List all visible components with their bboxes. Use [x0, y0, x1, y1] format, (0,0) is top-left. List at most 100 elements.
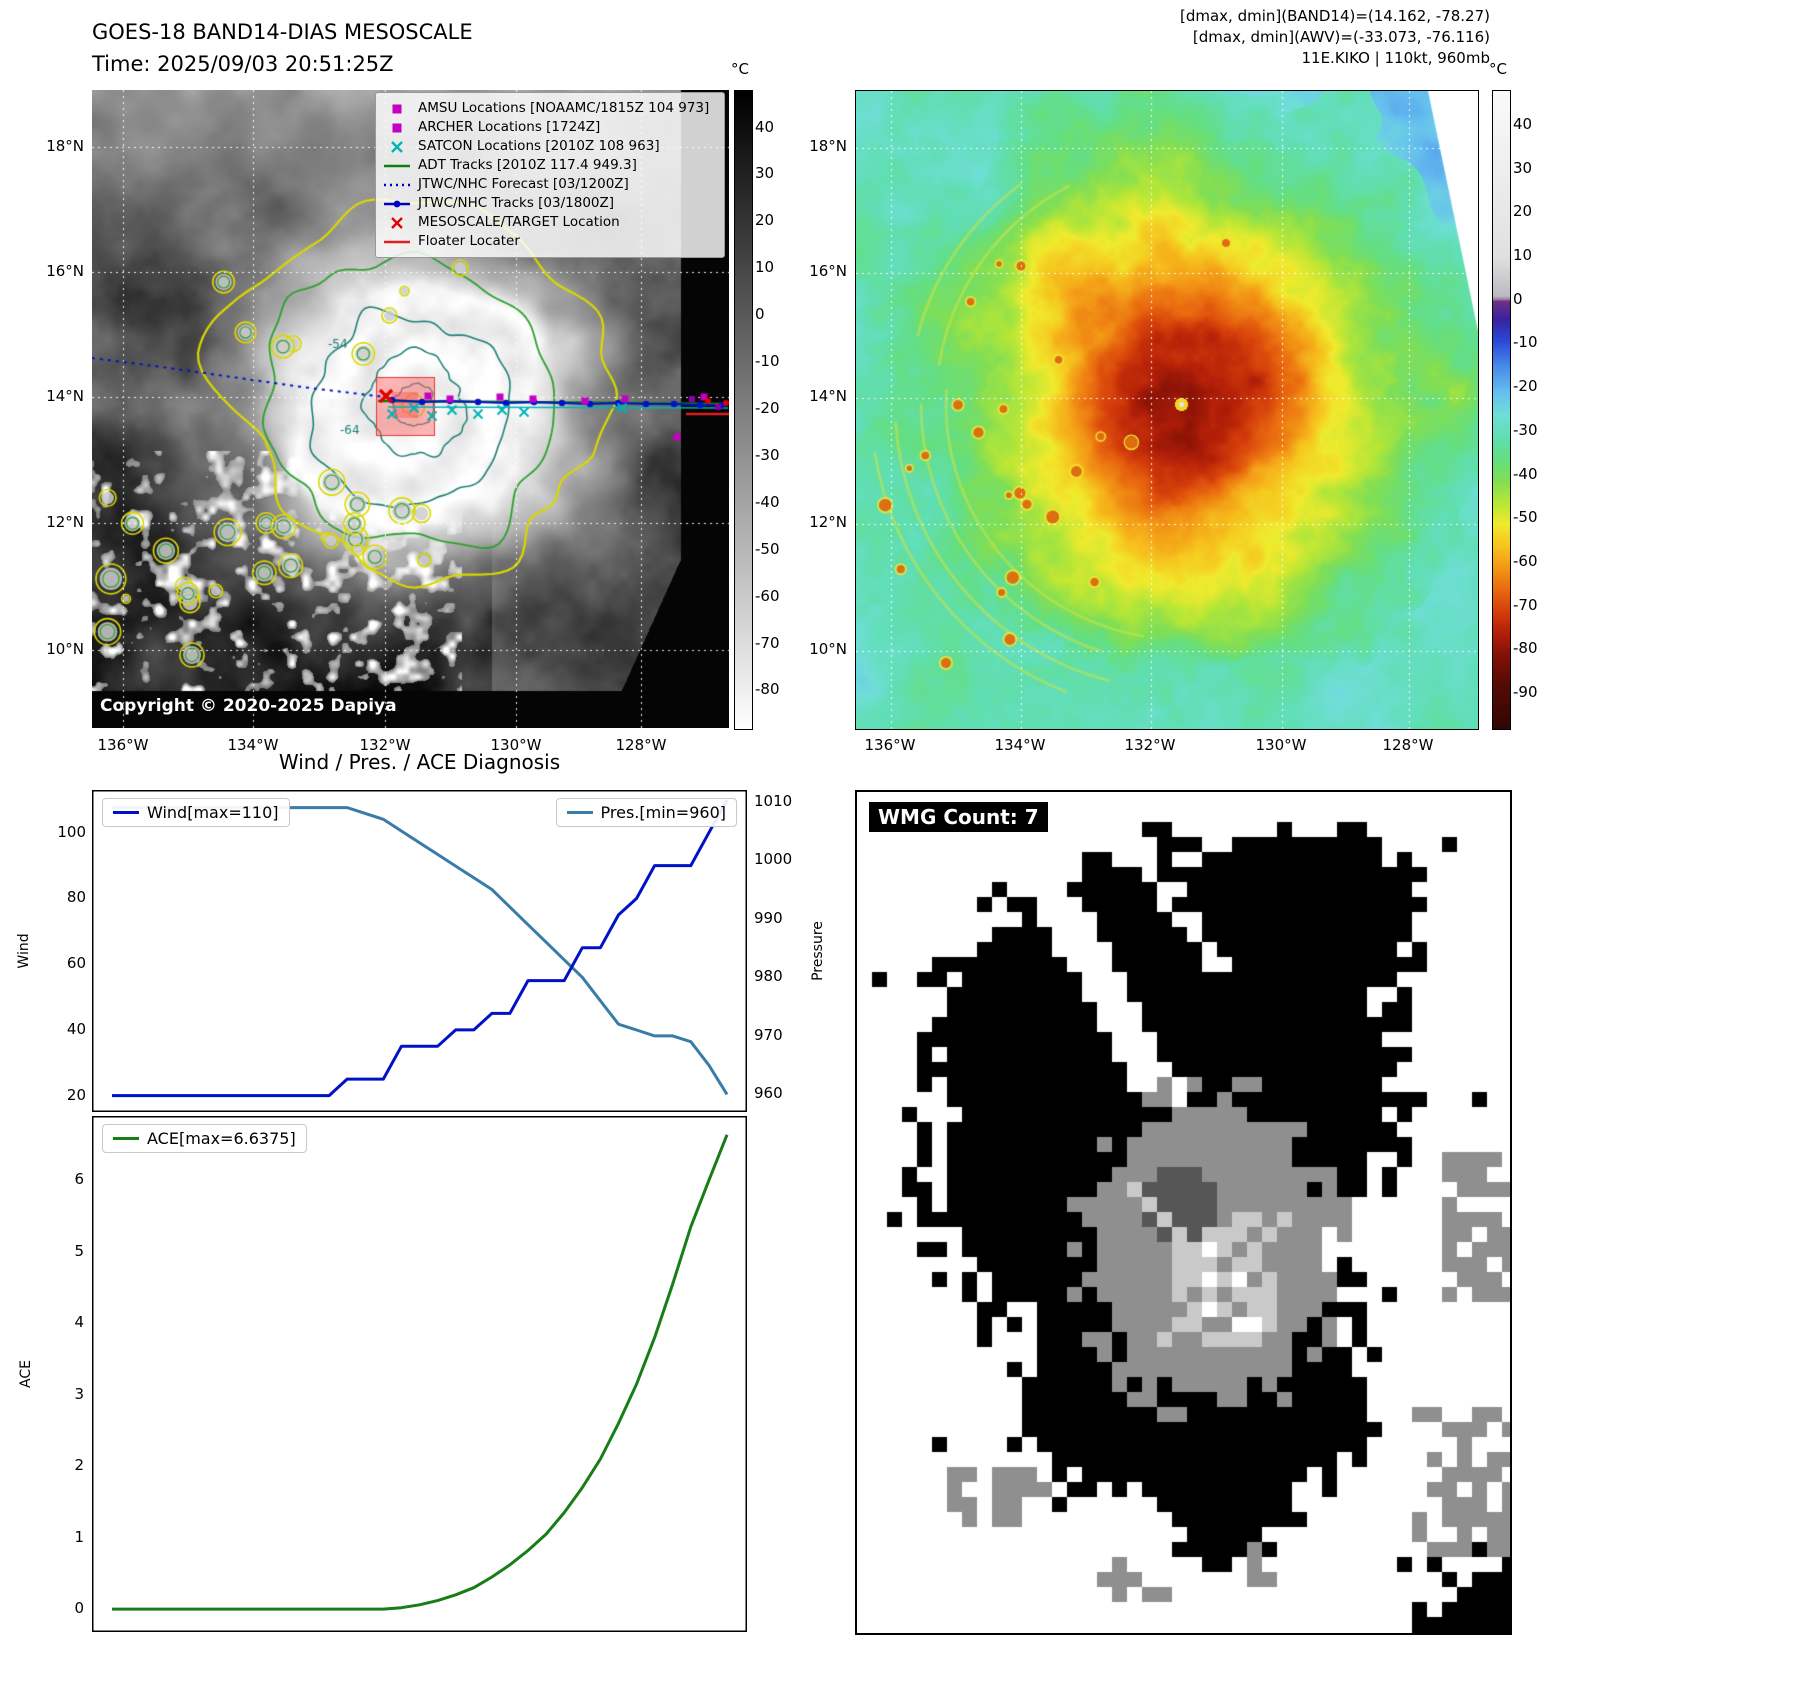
- legend-line-icon: [113, 1137, 139, 1140]
- legend-item-label: Floater Locater: [418, 233, 520, 249]
- wind-ytick: 80: [66, 888, 86, 907]
- panel2-satellite-canvas: [856, 91, 1478, 729]
- panel2-lon-tick: 130°W: [1255, 736, 1307, 754]
- legend-item: SATCON Locations [2010Z 108 963]: [382, 137, 718, 156]
- wind-pressure-chart: [92, 790, 747, 1112]
- legend-item-label: JTWC/NHC Tracks [03/1800Z]: [418, 195, 615, 211]
- panel1-lat-tick: 18°N: [46, 137, 84, 155]
- panel1-lon-tick: 134°W: [227, 736, 279, 754]
- legend-line-icon: [113, 811, 139, 814]
- panel2-colorbar-tick: 40: [1513, 114, 1533, 133]
- line-marker-icon: [384, 164, 410, 167]
- panel2-header: [dmax, dmin](BAND14)=(14.162, -78.27) [d…: [1180, 6, 1490, 69]
- panel1-colorbar-unit: °C: [731, 60, 749, 78]
- square-marker-icon: [392, 123, 402, 132]
- legend-item: Floater Locater: [382, 232, 718, 251]
- panel2-lat-tick: 12°N: [809, 513, 847, 531]
- ace-ytick: 5: [74, 1241, 84, 1260]
- panel2-lon-tick: 132°W: [1124, 736, 1176, 754]
- panel1-colorbar: [734, 90, 753, 730]
- panel1-lat-tick: 14°N: [46, 387, 84, 405]
- ace-series-line: [112, 1134, 729, 1611]
- panel2-colorbar-tick: 30: [1513, 158, 1533, 177]
- legend-item-label: ADT Tracks [2010Z 117.4 949.3]: [418, 157, 637, 173]
- panel2-lat-tick: 10°N: [809, 640, 847, 658]
- panel1-lon-tick: 132°W: [359, 736, 411, 754]
- ace-legend: ACE[max=6.6375]: [102, 1124, 307, 1153]
- panel1-colorbar-tick: -20: [755, 399, 780, 417]
- panel1-colorbar-tick: -40: [755, 492, 780, 511]
- panel1-title: GOES-18 BAND14-DIAS MESOSCALE: [92, 20, 473, 44]
- panel1-colorbar-tick: 30: [755, 164, 775, 183]
- panel1-colorbar-tick: -10: [755, 352, 780, 371]
- legend-line-icon: [566, 811, 593, 814]
- panel2-colorbar-tick: 20: [1513, 202, 1533, 221]
- panel1-colorbar-tick: 0: [755, 305, 765, 324]
- panel1-lon-tick: 136°W: [97, 736, 149, 754]
- panel2-lat-tick: 14°N: [809, 387, 847, 405]
- ace-ytick: 2: [74, 1456, 84, 1475]
- dotted-marker-icon: [384, 183, 410, 186]
- panel2-lat-tick: 18°N: [809, 137, 847, 155]
- panel1-lat-tick: 12°N: [46, 513, 84, 531]
- panel1-colorbar-canvas: [735, 91, 752, 729]
- panel1-lon-tick: 128°W: [615, 736, 667, 754]
- legend-item: JTWC/NHC Forecast [03/1200Z]: [382, 175, 718, 194]
- wind-ytick: 100: [57, 822, 86, 841]
- ace-ytick: 1: [74, 1527, 84, 1546]
- panel1-colorbar-tick: 40: [755, 117, 775, 136]
- panel2-map: [855, 90, 1479, 730]
- pressure-ytick: 970: [754, 1025, 783, 1044]
- pres-legend: Pres.[min=960]: [555, 798, 737, 827]
- panel1-lon-tick: 130°W: [490, 736, 542, 754]
- legend-label: Pres.[min=960]: [600, 803, 726, 822]
- legend-item: ADT Tracks [2010Z 117.4 949.3]: [382, 156, 718, 175]
- legend-item: MESOSCALE/TARGET Location: [382, 213, 718, 232]
- copyright-text: Copyright © 2020-2025 Dapiya: [100, 696, 397, 716]
- legend-item-label: ARCHER Locations [1724Z]: [418, 119, 601, 135]
- panel2-storm-id: 11E.KIKO | 110kt, 960mb: [1301, 49, 1490, 67]
- legend-item-label: MESOSCALE/TARGET Location: [418, 214, 620, 230]
- panel2-colorbar: [1492, 90, 1511, 730]
- panel1-colorbar-tick: -60: [755, 586, 780, 605]
- ace-ytick: 3: [74, 1384, 84, 1403]
- panel2-lon-tick: 136°W: [864, 736, 916, 754]
- panel2-colorbar-canvas: [1493, 91, 1510, 729]
- legend-item-label: SATCON Locations [2010Z 108 963]: [418, 138, 660, 154]
- legend-label: ACE[max=6.6375]: [147, 1129, 296, 1148]
- panel1-colorbar-tick: -50: [755, 539, 780, 558]
- panel1-colorbar-tick: 20: [755, 211, 775, 230]
- pressure-ytick: 1000: [754, 850, 793, 869]
- legend-item: AMSU Locations [NOAAMC/1815Z 104 973]: [382, 99, 718, 118]
- panel2-colorbar-tick: -50: [1513, 508, 1538, 527]
- panel1-colorbar-tick: -70: [755, 633, 780, 652]
- panel2-colorbar-tick: -10: [1513, 333, 1538, 352]
- panel1-time: Time: 2025/09/03 20:51:25Z: [92, 52, 394, 76]
- pressure-series-line: [112, 806, 729, 1096]
- wind-series-line: [112, 799, 729, 1098]
- panel2-colorbar-tick: -20: [1513, 377, 1538, 396]
- ace-ytick: 4: [74, 1313, 84, 1332]
- ace-axis-label: ACE: [18, 1360, 34, 1388]
- panel1-colorbar-tick: -30: [755, 445, 780, 464]
- wind-ytick: 60: [66, 954, 86, 973]
- panel2-colorbar-tick: 10: [1513, 246, 1533, 265]
- wind-ytick: 20: [66, 1085, 86, 1104]
- panel1-colorbar-tick: -80: [755, 680, 780, 699]
- diagnosis-title: Wind / Pres. / ACE Diagnosis: [278, 750, 561, 774]
- pressure-ytick: 990: [754, 908, 783, 927]
- panel2-colorbar-tick: 0: [1513, 289, 1523, 308]
- line-dot-marker-icon: [384, 200, 410, 207]
- ace-chart-area: [92, 1116, 747, 1636]
- panel1-legend: AMSU Locations [NOAAMC/1815Z 104 973] ARC…: [375, 92, 725, 258]
- panel2-lon-tick: 134°W: [994, 736, 1046, 754]
- legend-item-label: AMSU Locations [NOAAMC/1815Z 104 973]: [418, 100, 710, 116]
- wmg-count-label: WMG Count: 7: [869, 802, 1048, 832]
- pressure-axis-label: Pressure: [810, 921, 826, 981]
- ace-ytick: 6: [74, 1170, 84, 1189]
- panel2-colorbar-unit: °C: [1489, 60, 1507, 78]
- wind-axis-label: Wind: [16, 933, 32, 969]
- panel1-lat-tick: 16°N: [46, 262, 84, 280]
- wind-pressure-chart-area: [92, 790, 747, 1116]
